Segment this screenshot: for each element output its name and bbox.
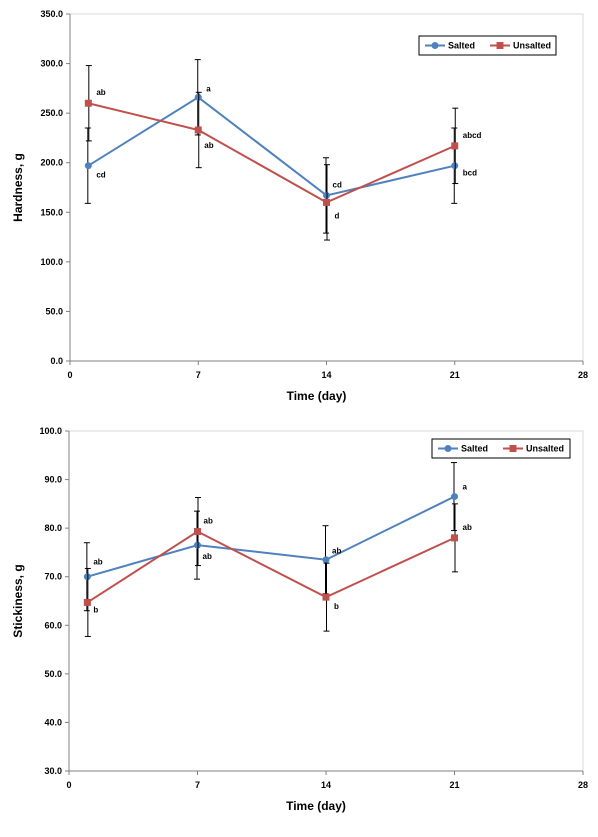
y-tick-label: 350.0 [40, 9, 63, 19]
y-tick-label: 50.0 [45, 306, 63, 316]
legend-marker [444, 445, 452, 452]
y-tick-label: 200.0 [40, 158, 63, 168]
legend-marker [496, 42, 504, 49]
hardness-chart-panel: 0.0 50.0 100.0 150.0 200.0 250.0 300.0 350.0 0 7 1… [0, 0, 598, 410]
y-tick-label: 50.0 [44, 669, 62, 679]
data-point [84, 162, 92, 170]
series-line [87, 495, 455, 578]
data-point [84, 99, 92, 107]
data-label: a [206, 84, 211, 93]
legend-label: Salted [461, 444, 488, 454]
data-label: d [335, 211, 340, 220]
y-tick-label: 70.0 [44, 572, 62, 582]
x-axis-title: Time (day) [286, 799, 346, 813]
y-tick-label: 150.0 [40, 207, 63, 217]
data-label: ab [96, 88, 105, 97]
x-tick-label: 28 [578, 370, 588, 380]
x-tick-label: 0 [67, 370, 72, 380]
data-point [451, 493, 458, 501]
legend-label: Unsalted [526, 444, 564, 454]
legend: Salted Unsalted [418, 35, 557, 56]
data-point [194, 126, 202, 134]
data-point [451, 534, 458, 542]
y-tick-label: 80.0 [44, 523, 62, 533]
data-point [451, 142, 459, 150]
data-label: cd [96, 171, 105, 180]
legend-marker [509, 445, 517, 452]
data-label: b [93, 605, 98, 614]
y-axis-title: Stickiness, g [11, 564, 25, 637]
x-tick-label: 0 [66, 780, 71, 790]
data-point [83, 598, 91, 606]
y-tick-label: 0.0 [50, 356, 63, 366]
stickiness-chart: 30.0 40.0 50.0 60.0 70.0 80.0 90.0 100.0 0 7 14 21 2… [11, 426, 588, 813]
legend-box [418, 35, 557, 56]
data-point [322, 593, 330, 601]
y-tick-label: 30.0 [44, 766, 62, 776]
x-tick-label: 21 [450, 370, 460, 380]
x-axis-title: Time (day) [287, 389, 347, 403]
data-point [194, 528, 201, 536]
hardness-chart: 0.0 50.0 100.0 150.0 200.0 250.0 300.0 350.0 0 7 1… [11, 9, 588, 403]
data-label: ab [204, 141, 213, 150]
x-tick-label: 28 [578, 780, 588, 790]
stickiness-chart-panel: 30.0 40.0 50.0 60.0 70.0 80.0 90.0 100.0 0 7 14 21 2… [0, 418, 598, 837]
series-salted: ab ab ab a [83, 462, 468, 612]
y-tick-label: 250.0 [40, 108, 63, 118]
x-tick-label: 21 [449, 780, 459, 790]
legend-label: Unsalted [513, 41, 551, 51]
data-label: b [334, 602, 339, 611]
y-tick-label: 100.0 [40, 257, 63, 267]
series-line [87, 96, 455, 197]
series-line [86, 530, 455, 604]
y-axis-title: Hardness, g [11, 153, 25, 222]
y-tick-label: 100.0 [39, 426, 62, 436]
data-label: abcd [463, 131, 482, 140]
data-label: ab [332, 547, 341, 556]
data-label: ab [204, 517, 213, 526]
y-tick-label: 300.0 [40, 59, 63, 69]
x-tick-label: 7 [195, 780, 200, 790]
data-point [323, 198, 330, 206]
y-tick-label: 60.0 [44, 620, 62, 630]
data-label: cd [333, 180, 342, 189]
data-label: bcd [463, 169, 477, 178]
series-salted: cd a cd bcd [84, 59, 477, 234]
y-tick-label: 90.0 [44, 475, 62, 485]
y-tick-label: 40.0 [44, 717, 62, 727]
x-tick-label: 14 [321, 370, 331, 380]
legend-marker [431, 42, 439, 49]
x-tick-label: 14 [321, 780, 331, 790]
legend-label: Salted [448, 41, 475, 51]
data-point [322, 556, 330, 564]
series-unsalted: b ab b ab [83, 497, 472, 637]
legend-box [431, 438, 571, 459]
data-label: ab [93, 558, 102, 567]
legend: Salted Unsalted [431, 438, 571, 459]
data-label: ab [203, 552, 212, 561]
data-label: ab [463, 523, 472, 532]
data-label: a [463, 483, 468, 492]
x-tick-label: 7 [196, 370, 201, 380]
series-line [88, 102, 456, 204]
